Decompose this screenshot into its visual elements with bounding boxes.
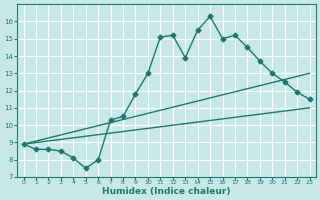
- X-axis label: Humidex (Indice chaleur): Humidex (Indice chaleur): [102, 187, 231, 196]
